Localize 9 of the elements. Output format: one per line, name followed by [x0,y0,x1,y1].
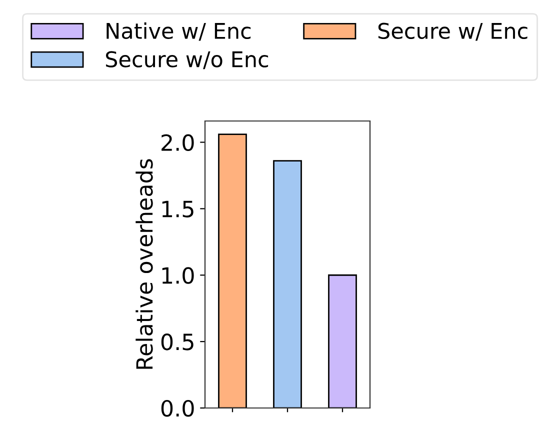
y-tick-label: 2.0 [162,134,194,152]
y-tick-label: 1.0 [162,267,194,284]
y-tick-label: 0.0 [161,400,194,417]
legend-label: Native w/ Enc [106,22,251,41]
y-axis-title: Relative overheads [136,159,153,369]
y-tick-label: 0.5 [161,334,194,350]
y-tick-label: 1.5 [162,200,194,218]
legend-label: Secure w/o Enc [106,51,268,70]
legend-label: Secure w/ Enc [378,22,528,41]
